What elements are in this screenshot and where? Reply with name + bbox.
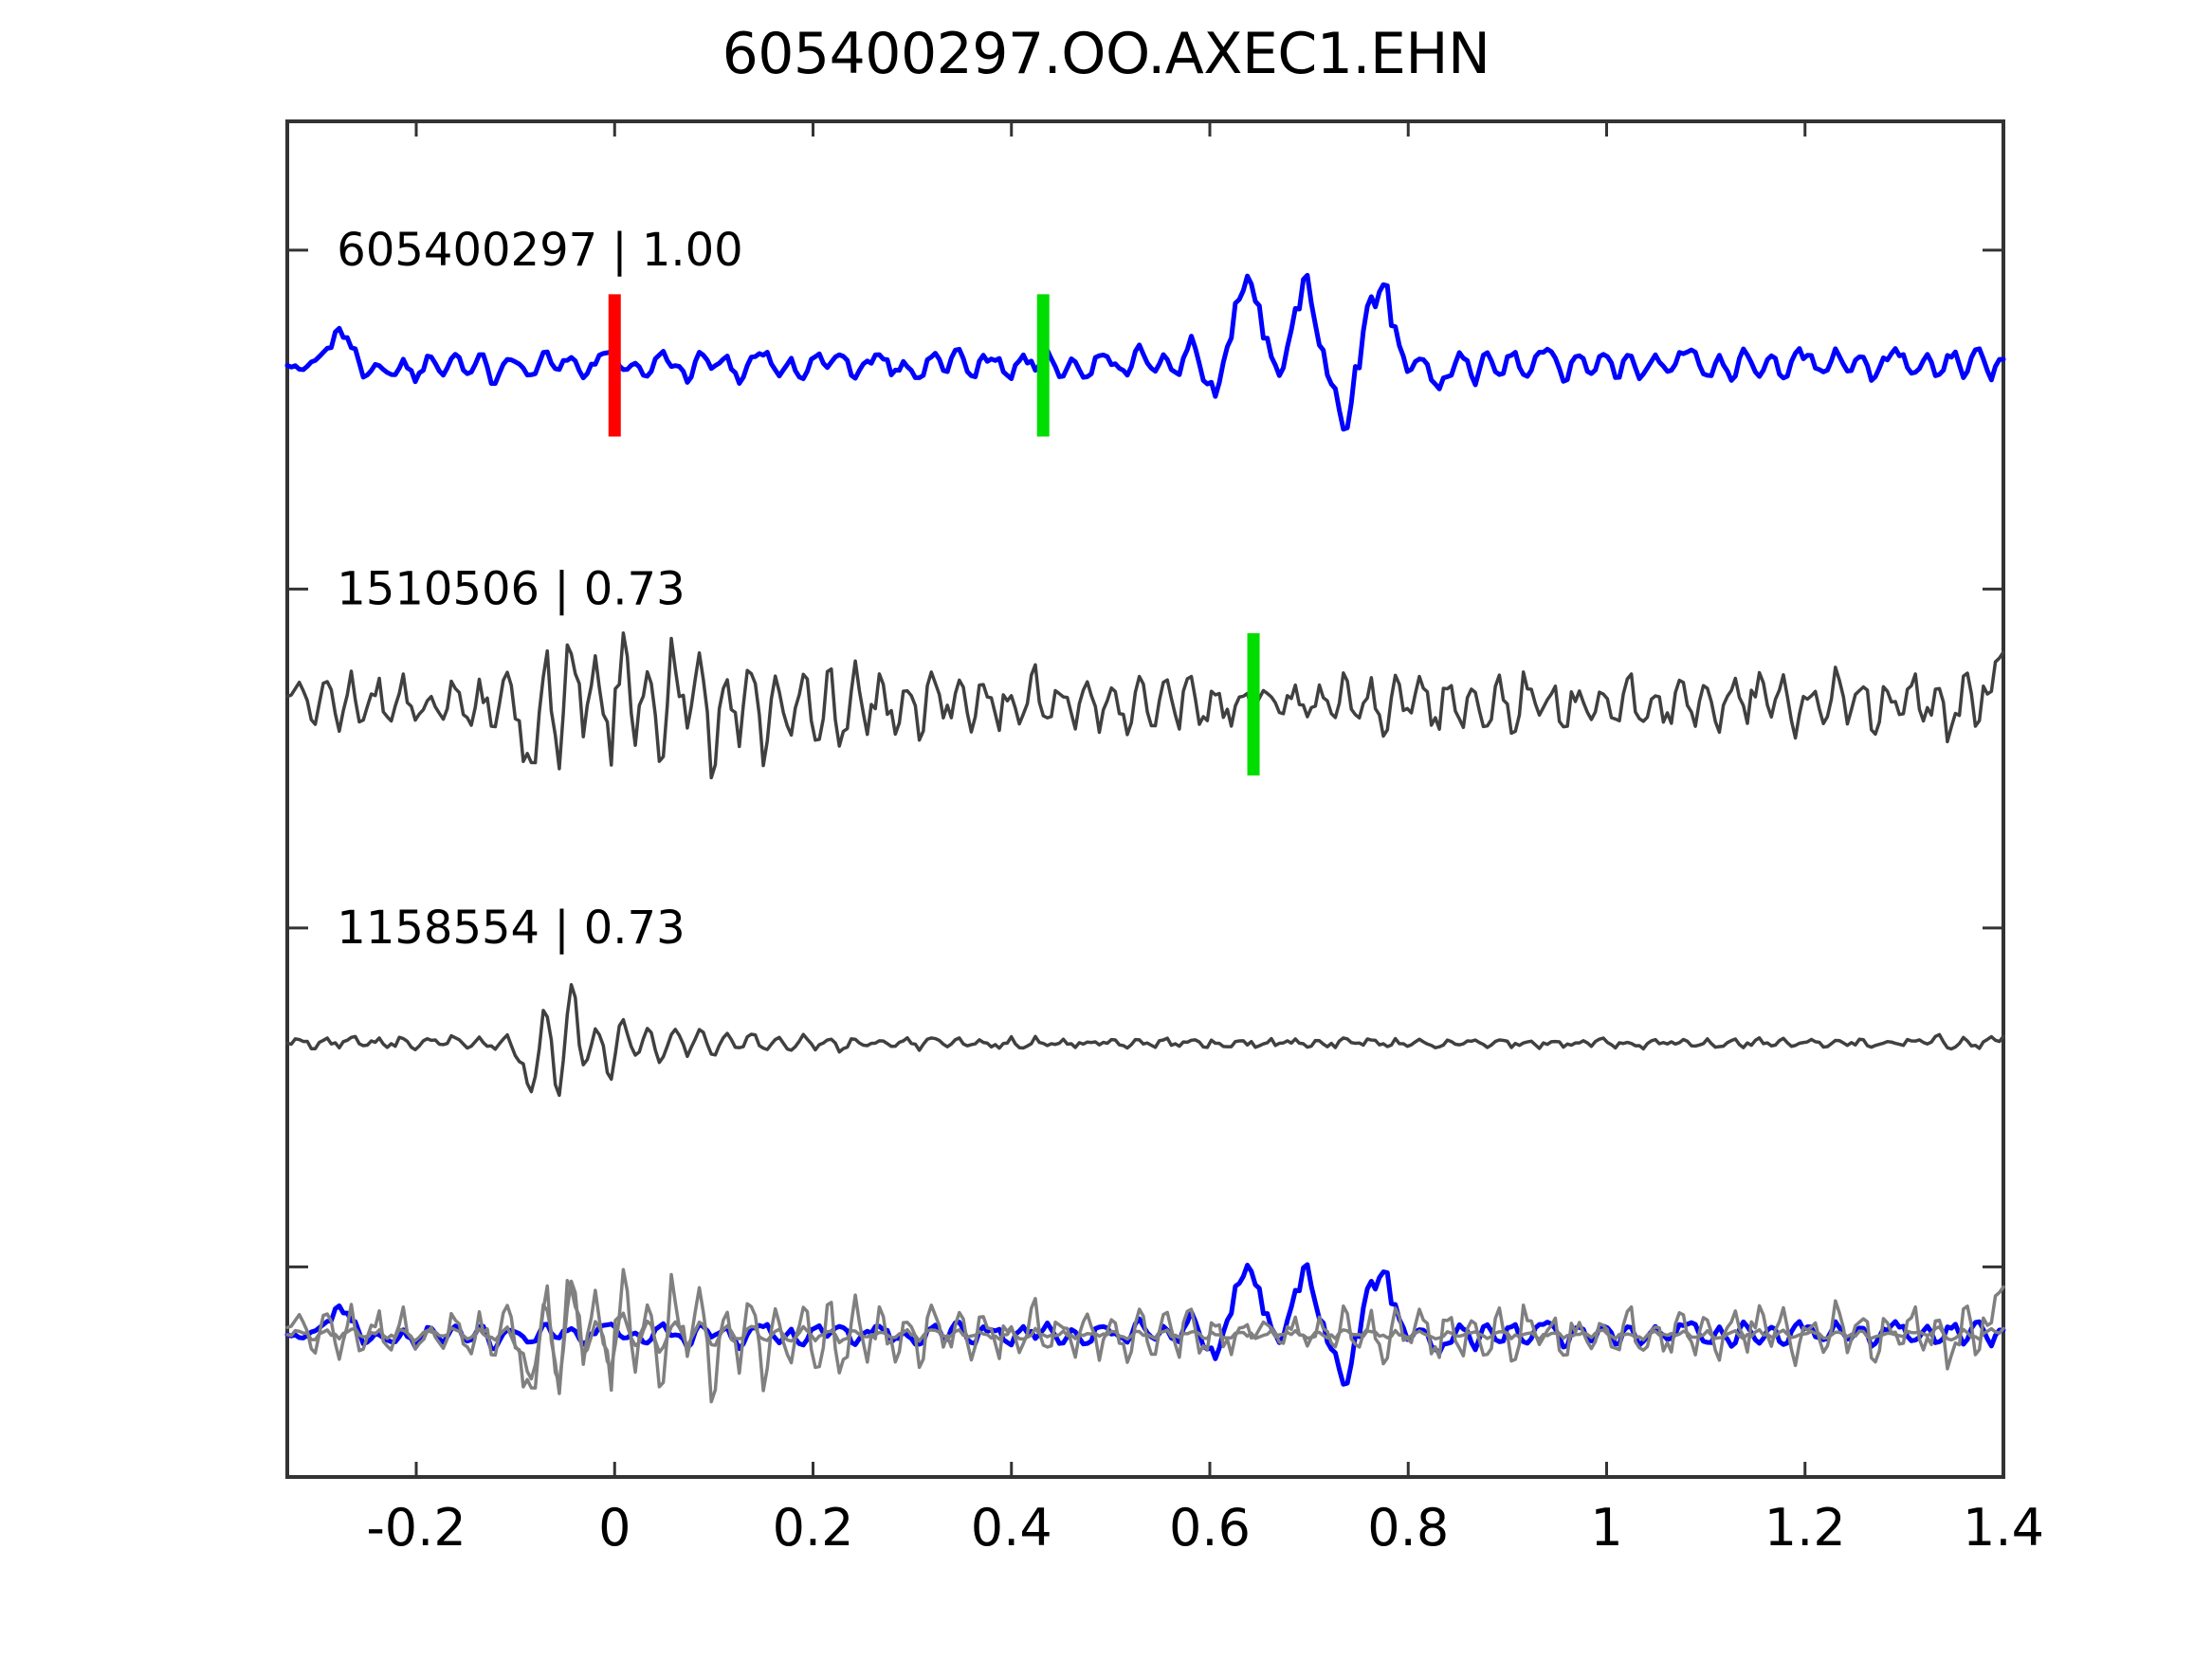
trace-label-0: 605400297 | 1.00 bbox=[337, 224, 742, 277]
waveform-trace-overlay-1510506 bbox=[285, 1267, 2005, 1404]
x-axis: -0.2 0 0.2 0.4 0.6 0.8 1 1.2 1.4 bbox=[366, 121, 2044, 1558]
waveform-trace-overlay-1158554 bbox=[285, 1279, 2005, 1384]
x-tick-label: 1.4 bbox=[1963, 1498, 2044, 1558]
x-tick-label: 0.8 bbox=[1367, 1498, 1449, 1558]
x-tick-label: 1.2 bbox=[1764, 1498, 1846, 1558]
waveform-trace-1158554 bbox=[285, 983, 2005, 1098]
x-tick-label: -0.2 bbox=[366, 1498, 466, 1558]
trace-label-1: 1510506 | 0.73 bbox=[337, 562, 685, 615]
x-tick-label: 0 bbox=[598, 1498, 631, 1558]
y-axis bbox=[287, 248, 2003, 1268]
x-tick-label: 0.2 bbox=[773, 1498, 854, 1558]
plot-frame bbox=[285, 119, 2005, 1479]
x-tick-label: 0.4 bbox=[971, 1498, 1052, 1558]
page-title: 605400297.OO.AXEC1.EHN bbox=[722, 21, 1490, 87]
waveform-trace-605400297 bbox=[284, 272, 2006, 432]
x-tick-label: 1 bbox=[1590, 1498, 1622, 1558]
trace-label-2: 1158554 | 0.73 bbox=[337, 902, 685, 955]
x-tick-label: 0.6 bbox=[1169, 1498, 1251, 1558]
waveform-trace-1510506 bbox=[285, 631, 2005, 780]
